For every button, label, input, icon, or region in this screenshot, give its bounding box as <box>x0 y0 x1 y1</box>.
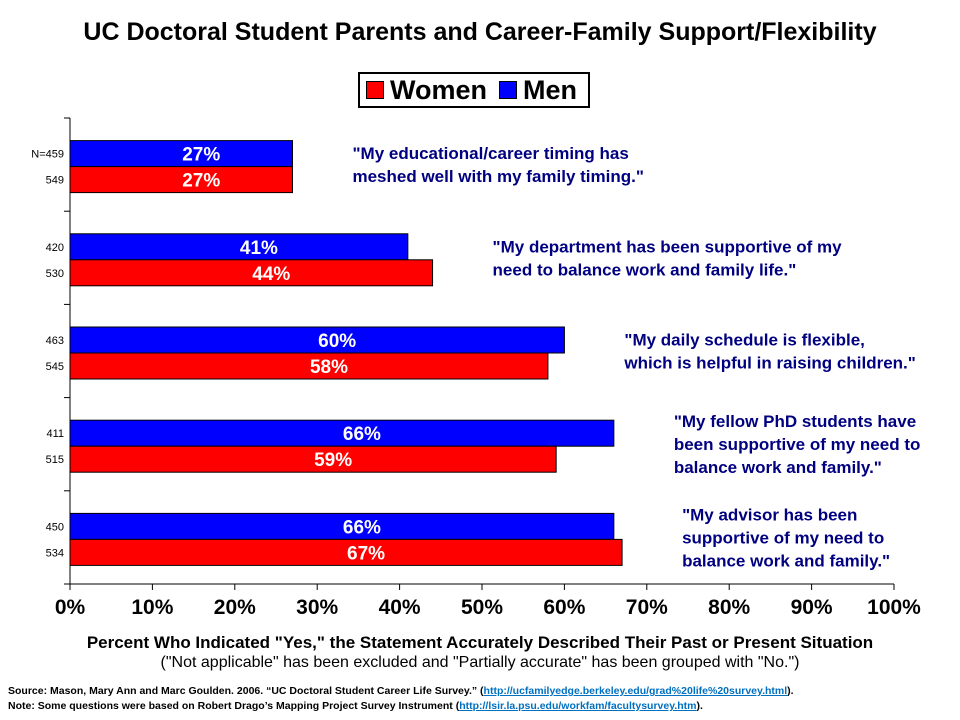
bar-women-1 <box>69 166 293 194</box>
bar-men-1 <box>69 140 293 168</box>
category-quote-line: which is helpful in raising children." <box>623 354 915 373</box>
source-link[interactable]: http://ucfamilyedge.berkeley.edu/grad%20… <box>483 685 788 697</box>
bar-men-5 <box>69 512 615 540</box>
category-quote-line: "My educational/career timing has <box>352 144 628 163</box>
category-quote-line: balance work and family." <box>674 458 882 477</box>
category-quote-1: "My educational/career timing has meshed … <box>352 144 643 186</box>
x-tick-label: 40% <box>379 596 421 619</box>
data-label-women: 58% <box>310 357 348 378</box>
category-quote-line: "My fellow PhD students have <box>674 412 916 431</box>
n-label-men: 411 <box>46 428 64 440</box>
note-footnote: Note: Some questions were based on Rober… <box>8 700 703 712</box>
legend-item-women: Women <box>366 75 487 106</box>
category-quote-line: "My department has been supportive of my <box>493 237 843 256</box>
x-tick-label: 80% <box>708 596 750 619</box>
note-text: Note: Some questions were based on Rober… <box>8 700 460 712</box>
legend-swatch-women <box>366 81 384 99</box>
category-quote-line: "My advisor has been <box>682 505 857 524</box>
n-label-women: 515 <box>46 454 64 466</box>
data-label-men: 27% <box>182 145 220 166</box>
data-label-women: 44% <box>252 264 290 285</box>
bar-women-5 <box>69 538 623 566</box>
category-quote-3: "My daily schedule is flexible, which is … <box>623 331 915 373</box>
x-tick-label: 100% <box>867 596 921 619</box>
n-label-women: 545 <box>46 361 64 373</box>
x-tick-label: 10% <box>131 596 173 619</box>
n-label-women: 530 <box>46 268 64 280</box>
category-quote-2: "My department has been supportive of my… <box>493 237 843 279</box>
x-tick-label: 30% <box>296 596 338 619</box>
bar-women-3 <box>69 352 549 380</box>
data-label-men: 60% <box>318 331 356 352</box>
category-quote-4: "My fellow PhD students have been support… <box>674 412 921 477</box>
bar-women-2 <box>69 259 434 287</box>
category-quote-line: supportive of my need to <box>682 528 884 547</box>
n-label-men: 463 <box>46 335 64 347</box>
category-quote-line: meshed well with my family timing." <box>352 167 643 186</box>
bar-men-2 <box>69 233 409 261</box>
x-axis-title: Percent Who Indicated "Yes," the Stateme… <box>86 633 874 652</box>
data-label-men: 66% <box>343 424 381 445</box>
data-label-men: 41% <box>240 238 278 259</box>
x-tick-label: 60% <box>543 596 585 619</box>
x-axis-note: ("Not applicable" has been excluded and … <box>160 654 800 671</box>
data-label-men: 66% <box>343 517 381 538</box>
legend-swatch-men <box>499 81 518 99</box>
category-quote-line: balance work and family." <box>682 551 890 570</box>
data-label-women: 59% <box>314 450 352 471</box>
category-quote-5: "My advisor has been supportive of my nee… <box>682 505 890 570</box>
note-suffix: ). <box>696 700 703 712</box>
data-label-women: 67% <box>347 543 385 564</box>
note-link[interactable]: http://lsir.la.psu.edu/workfam/facultysu… <box>459 700 697 712</box>
legend-label-men: Men <box>523 74 578 105</box>
legend: Women Men <box>358 72 590 108</box>
bar-men-4 <box>69 419 615 447</box>
x-tick-label: 70% <box>626 596 668 619</box>
n-label-men: 450 <box>46 521 64 533</box>
bar-women-4 <box>69 445 557 473</box>
category-quote-line: "My daily schedule is flexible, <box>624 331 864 350</box>
data-label-women: 27% <box>182 171 220 192</box>
source-footnote: Source: Mason, Mary Ann and Marc Goulden… <box>8 685 794 697</box>
n-label-men: N=459 <box>31 149 64 161</box>
n-label-women: 534 <box>46 547 64 559</box>
x-tick-label: 50% <box>461 596 503 619</box>
source-suffix: ). <box>787 685 794 697</box>
category-quote-line: need to balance work and family life." <box>493 260 797 279</box>
category-quote-line: been supportive of my need to <box>674 435 921 454</box>
x-tick-label: 0% <box>55 596 86 619</box>
x-tick-label: 90% <box>791 596 833 619</box>
n-label-men: 420 <box>46 242 64 254</box>
source-text: Source: Mason, Mary Ann and Marc Goulden… <box>8 685 484 697</box>
legend-item-men: Men <box>499 75 577 106</box>
n-label-women: 549 <box>46 175 64 187</box>
x-tick-label: 20% <box>214 596 256 619</box>
legend-label-women: Women <box>390 74 488 105</box>
chart-title: UC Doctoral Student Parents and Career-F… <box>83 18 877 46</box>
